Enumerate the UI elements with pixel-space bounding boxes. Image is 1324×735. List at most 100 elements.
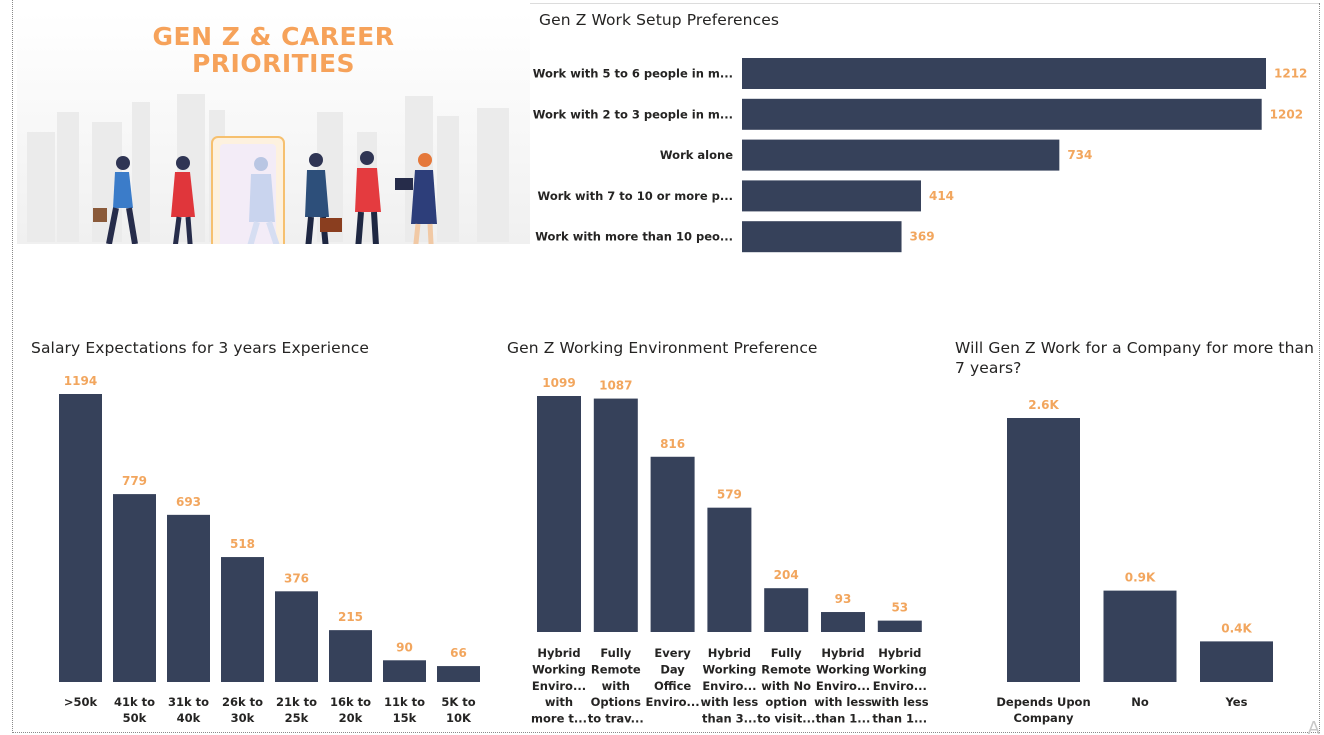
salary-bar [167, 514, 210, 682]
environment-category-label: Enviro... [816, 679, 870, 693]
environment-value-label: 1087 [599, 379, 632, 393]
salary-category-label: 30k [231, 711, 255, 725]
loyalty-bar [1200, 641, 1273, 682]
loyalty-category-label: Depends Upon [996, 695, 1090, 709]
salary-value-label: 1194 [64, 374, 97, 388]
salary-category-label: 25k [285, 711, 309, 725]
environment-bar [821, 612, 865, 632]
environment-category-label: Remote [591, 662, 641, 676]
salary-visual: Salary Expectations for 3 years Experien… [22, 335, 492, 735]
environment-category-label: Office [654, 679, 691, 693]
environment-category-label: Hybrid [708, 646, 751, 660]
report-canvas-border-right [1319, 3, 1320, 731]
salary-value-label: 90 [396, 640, 413, 654]
loyalty-value-label: 0.4K [1221, 621, 1252, 635]
environment-category-label: Working [873, 662, 927, 676]
environment-category-label: Enviro... [702, 679, 756, 693]
salary-chart: 1194 >50k 779 41k to 50k 693 31k to 40k 518 26k t… [59, 374, 480, 725]
work-setup-category-label: Work with more than 10 peo... [535, 230, 733, 244]
loyalty-value-label: 2.6K [1028, 398, 1059, 412]
environment-category-label: with less [701, 695, 759, 709]
salary-category-label: 50k [123, 711, 147, 725]
environment-category-label: Hybrid [821, 646, 864, 660]
environment-bar [537, 396, 581, 632]
salary-category-label: 40k [177, 711, 201, 725]
salary-category-label: 41k to [114, 695, 155, 709]
people-walking-illustration [93, 151, 437, 244]
work-setup-value-label: 369 [910, 230, 935, 244]
environment-category-label: than 1... [816, 712, 871, 726]
loyalty-title: Will Gen Z Work for a Company for more t… [955, 339, 1315, 377]
salary-bar [329, 630, 372, 682]
salary-value-label: 518 [230, 537, 255, 551]
work-setup-category-label: Work with 2 to 3 people in m... [533, 107, 733, 121]
salary-value-label: 215 [338, 610, 363, 624]
loyalty-category-label: Company [1014, 711, 1075, 725]
environment-category-label: than 1... [872, 712, 927, 726]
loyalty-visual: Will Gen Z Work for a Company for more t… [948, 335, 1316, 735]
salary-category-label: >50k [64, 695, 98, 709]
environment-category-label: Working [532, 662, 586, 676]
environment-category-label: with less [871, 695, 929, 709]
salary-category-label: 15k [393, 711, 417, 725]
environment-category-label: Every [654, 646, 691, 660]
environment-title: Gen Z Working Environment Preference [507, 339, 818, 357]
environment-category-label: Remote [761, 662, 811, 676]
salary-bar [221, 557, 264, 682]
environment-value-label: 816 [660, 437, 685, 451]
environment-category-label: Day [660, 662, 685, 676]
loyalty-bar [1007, 418, 1080, 682]
salary-bar [113, 494, 156, 682]
environment-bar [764, 588, 809, 632]
environment-category-label: Working [816, 662, 870, 676]
work-setup-value-label: 1202 [1270, 107, 1303, 121]
salary-bar [275, 591, 318, 682]
environment-category-label: to trav... [588, 712, 644, 726]
work-setup-bar [742, 58, 1266, 89]
salary-category-label: 5K to [441, 695, 475, 709]
loyalty-bar [1103, 590, 1177, 682]
report-canvas-border [12, 0, 1320, 733]
work-setup-title: Gen Z Work Setup Preferences [539, 11, 780, 29]
salary-category-label: 21k to [276, 695, 317, 709]
watermark-text: A [1307, 718, 1320, 735]
environment-category-label: Options [591, 695, 642, 709]
salary-category-label: 10K [446, 711, 472, 725]
salary-value-label: 66 [450, 646, 467, 660]
environment-category-label: with No [761, 679, 811, 693]
environment-bar [877, 620, 922, 632]
environment-category-label: Working [702, 662, 756, 676]
environment-bar [593, 398, 638, 632]
environment-category-label: than 3... [702, 712, 757, 726]
work-setup-bar [742, 139, 1060, 171]
loyalty-chart: 2.6K Depends Upon Company 0.9K No 0.4K Yes [996, 398, 1273, 725]
environment-value-label: 1099 [542, 376, 575, 390]
loyalty-category-label: No [1131, 695, 1149, 709]
salary-category-label: 20k [339, 711, 363, 725]
environment-category-label: Enviro... [873, 679, 927, 693]
report-divider-top [530, 3, 1320, 4]
environment-category-label: Fully [600, 646, 631, 660]
salary-category-label: 11k to [384, 695, 425, 709]
work-setup-bar [742, 221, 902, 253]
salary-category-label: 16k to [330, 695, 371, 709]
environment-value-label: 204 [774, 568, 799, 582]
hero-banner: GEN Z & CAREER PRIORITIES [17, 12, 530, 244]
environment-visual: Gen Z Working Environment Preference 109… [500, 335, 940, 735]
environment-category-label: with [545, 695, 573, 709]
environment-category-label: to visit... [757, 712, 815, 726]
environment-category-label: with less [814, 695, 872, 709]
work-setup-bar [742, 98, 1262, 130]
environment-category-label: Hybrid [537, 646, 580, 660]
environment-category-label: Hybrid [878, 646, 921, 660]
salary-value-label: 693 [176, 495, 201, 509]
environment-value-label: 93 [835, 592, 852, 606]
work-setup-bar [742, 180, 921, 212]
work-setup-value-label: 734 [1067, 148, 1092, 162]
banner-title-line1: GEN Z & CAREER [152, 22, 395, 51]
environment-category-label: Fully [771, 646, 802, 660]
environment-category-label: option [765, 695, 807, 709]
work-setup-value-label: 1212 [1274, 67, 1307, 81]
banner-title: GEN Z & CAREER PRIORITIES [17, 23, 530, 77]
